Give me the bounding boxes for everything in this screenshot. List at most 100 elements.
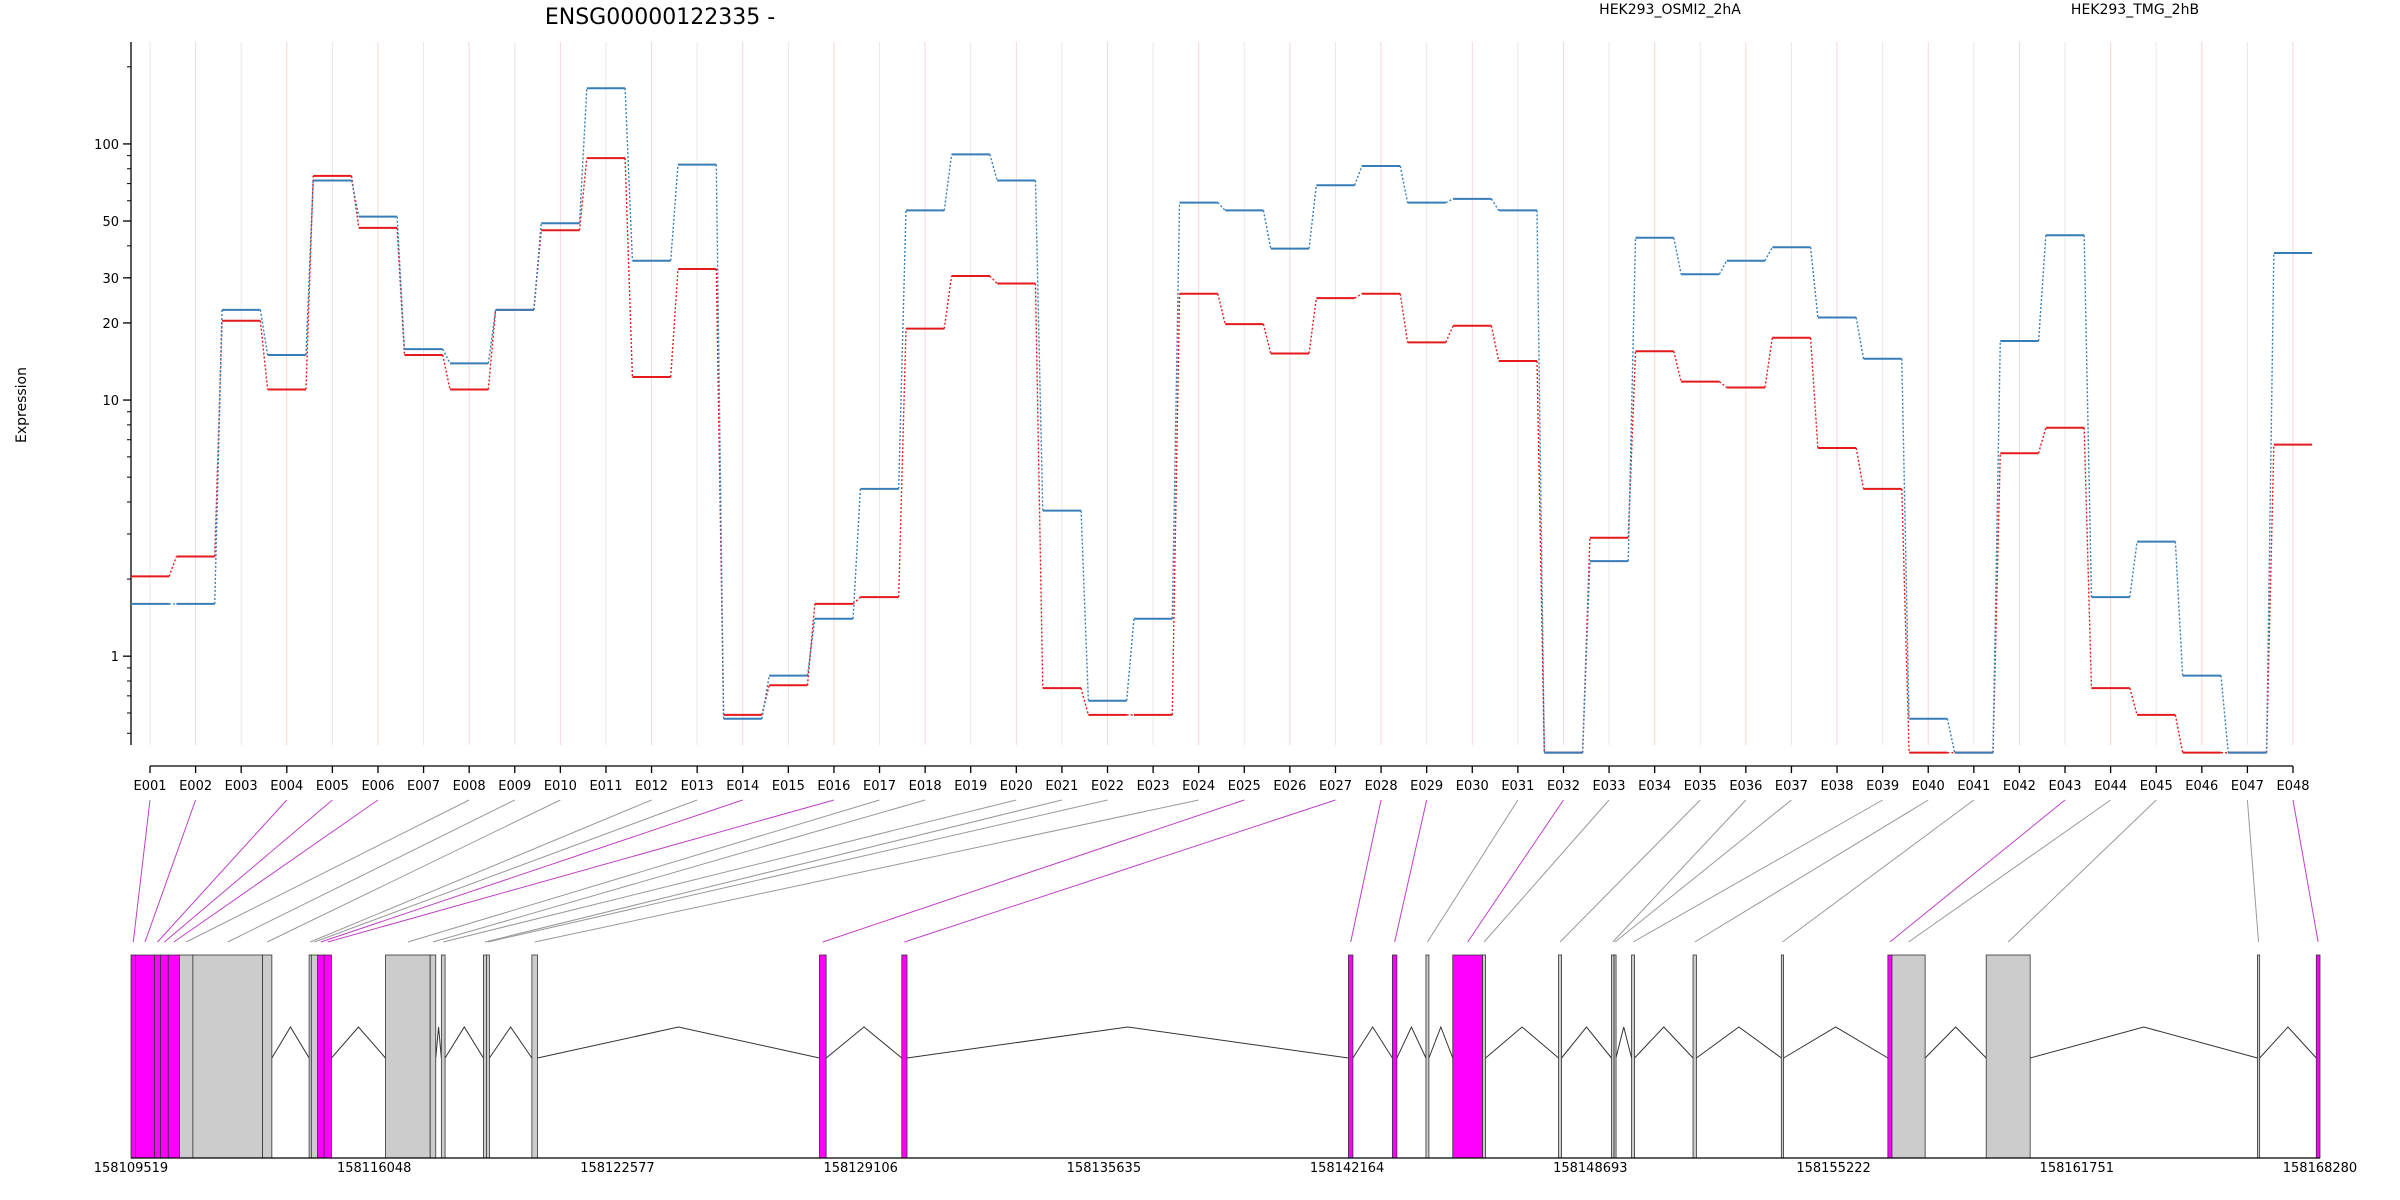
x-tick-label-E044: E044 [2094, 779, 2127, 794]
series-connector-HEK293_TMG_2hB [487, 309, 497, 364]
series-connector-HEK293_TMG_2hB [1946, 718, 1956, 753]
x-tick-label-E014: E014 [726, 779, 759, 794]
connector-E024 [1467, 799, 1564, 943]
exon-gridlines [149, 42, 2294, 745]
y-tick-label-50: 50 [102, 215, 119, 230]
x-tick-label-E001: E001 [133, 779, 166, 794]
series-connector-HEK293_TMG_2hB [2083, 235, 2093, 598]
coordinate-label: 158109519 [94, 1161, 168, 1176]
connector-E009 [310, 799, 652, 943]
series-connector-HEK293_OSMI2_2hA [1217, 293, 1226, 325]
series-connector-HEK293_OSMI2_2hA [1536, 361, 1546, 753]
connector-E035 [2246, 799, 2260, 943]
series-HEK293_TMG_2hB [130, 87, 2313, 754]
series-connector-HEK293_OSMI2_2hA [533, 230, 542, 310]
series-connector-HEK293_TMG_2hB [533, 223, 542, 310]
series-connector-HEK293_TMG_2hB [1992, 341, 2001, 753]
x-tick-label-E026: E026 [1273, 779, 1306, 794]
x-tick-label-E043: E043 [2049, 779, 2082, 794]
connector-E010 [314, 799, 698, 943]
x-tick-label-E039: E039 [1866, 779, 1899, 794]
x-tick-label-E015: E015 [772, 779, 805, 794]
coordinate-label: 158155222 [1796, 1161, 1870, 1176]
y-tick-label-1: 1 [111, 650, 119, 665]
series-connector-HEK293_TMG_2hB [715, 164, 725, 719]
intron-line [1924, 1026, 1987, 1059]
series-connector-HEK293_OSMI2_2hA [259, 320, 269, 390]
intron-line [537, 1026, 820, 1059]
series-connector-HEK293_TMG_2hB [1901, 358, 1910, 719]
connector-E017 [487, 799, 1108, 943]
coordinate-label: 158148693 [1553, 1161, 1627, 1176]
y-axis-label: Expression [14, 367, 30, 443]
coordinate-label: 158161751 [2040, 1161, 2114, 1176]
connector-E004 [164, 799, 333, 943]
series-connector-HEK293_TMG_2hB [1125, 618, 1135, 701]
connector-E025 [1483, 799, 1610, 943]
x-tick-label-E003: E003 [225, 779, 258, 794]
series-connector-HEK293_OSMI2_2hA [897, 328, 907, 598]
x-tick-label-E002: E002 [179, 779, 212, 794]
series-connector-HEK293_OSMI2_2hA [396, 227, 406, 355]
exon-box-E026 [1558, 954, 1562, 1159]
connector-E016 [484, 799, 1063, 943]
connector-E028 [1614, 799, 1792, 943]
intron-line [1396, 1025, 1427, 1059]
x-tick-label-E042: E042 [2003, 779, 2036, 794]
series-connector-HEK293_TMG_2hB [897, 210, 907, 489]
exon-box-E031 [1780, 954, 1784, 1159]
intron-line [1783, 1026, 1889, 1059]
intron-line [1485, 1026, 1559, 1059]
x-tick-label-E046: E046 [2185, 779, 2218, 794]
series-connector-HEK293_TMG_2hB [2220, 675, 2229, 753]
series-connector-HEK293_TMG_2hB [259, 309, 269, 356]
x-tick-label-E020: E020 [1000, 779, 1033, 794]
x-tick-label-E022: E022 [1091, 779, 1124, 794]
connector-E008 [266, 799, 561, 943]
series-connector-HEK293_TMG_2hB [1718, 260, 1728, 275]
coordinate-label: 158122577 [580, 1161, 654, 1176]
series-connector-HEK293_TMG_2hB [989, 154, 998, 181]
exon-box-E020 [901, 954, 908, 1159]
exon-box-E019 [819, 954, 827, 1159]
x-tick-label-E005: E005 [316, 779, 349, 794]
x-tick-label-E021: E021 [1045, 779, 1078, 794]
series-connector-HEK293_TMG_2hB [578, 88, 588, 224]
y-axis: 1 10 20 30 50 100 [94, 42, 132, 745]
x-tick-label-E009: E009 [498, 779, 531, 794]
series-connector-HEK293_TMG_2hB [852, 488, 862, 619]
series-connector-HEK293_OSMI2_2hA [168, 556, 178, 577]
connector-E011 [320, 799, 743, 943]
x-tick-label-E031: E031 [1501, 779, 1534, 794]
x-tick-label-E037: E037 [1775, 779, 1808, 794]
x-tick-label-E008: E008 [453, 779, 486, 794]
connector-E021 [1350, 799, 1382, 943]
x-tick-label-E024: E024 [1182, 779, 1215, 794]
series-connector-HEK293_TMG_2hB [1308, 185, 1318, 249]
connector-E026 [1559, 799, 1701, 943]
series-connector-HEK293_TMG_2hB [1353, 165, 1363, 186]
connector-E034 [2007, 799, 2157, 943]
series-connector-HEK293_OSMI2_2hA [1673, 351, 1682, 382]
exon-box-E022 [1392, 954, 1398, 1159]
exon-box-E017 [486, 954, 490, 1159]
exon-box-E032 [1887, 954, 1893, 1159]
series-connector-HEK293_OSMI2_2hA [1445, 325, 1454, 343]
intron-line [1561, 1026, 1612, 1059]
series-connector-HEK293_OSMI2_2hA [1490, 325, 1500, 362]
connector-E006 [185, 799, 470, 943]
exon-box-E015 [440, 954, 446, 1159]
exon-box-E003 [154, 954, 161, 1159]
exon-box-E004 [160, 954, 169, 1159]
series-connector-HEK293_OSMI2_2hA [943, 275, 953, 329]
series-connector-HEK293_TMG_2hB [1809, 247, 1819, 318]
series-lines [130, 87, 2313, 754]
exon-box-E005 [167, 954, 180, 1159]
x-tick-label-E017: E017 [863, 779, 896, 794]
series-connector-HEK293_OSMI2_2hA [2265, 444, 2275, 753]
intron-line [825, 1026, 903, 1059]
x-tick-label-E030: E030 [1456, 779, 1489, 794]
gene-model [130, 954, 2321, 1159]
x-axis: E001 E002 E003 E004 E005 E006 E007 E008 E009 E010… [133, 765, 2310, 794]
